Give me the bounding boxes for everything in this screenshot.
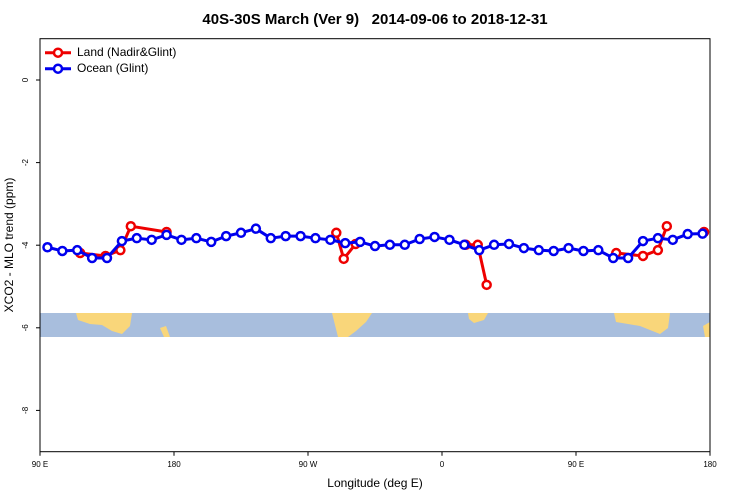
data-point <box>384 239 396 251</box>
data-point <box>622 252 634 264</box>
data-point <box>369 240 381 252</box>
data-point <box>115 244 126 256</box>
legend-marker <box>52 63 64 74</box>
data-point <box>607 252 619 264</box>
chart-title: 40S-30S March (Ver 9) 2014-09-06 to 2018… <box>202 11 547 28</box>
y-axis-label: XCO2 - MLO trend (ppm) <box>2 178 16 313</box>
data-point <box>429 231 440 243</box>
data-point <box>125 220 137 232</box>
data-point <box>176 234 187 246</box>
legend-marker <box>52 47 64 58</box>
data-point <box>652 232 664 244</box>
data-point <box>338 253 349 265</box>
data-point <box>563 242 574 254</box>
x-tick-label: 0 <box>440 460 445 469</box>
data-point <box>697 228 708 239</box>
x-tick-label: 90 E <box>568 460 584 469</box>
data-point <box>86 252 98 264</box>
data-point <box>131 232 143 244</box>
legend-label: Land (Nadir&Glint) <box>77 45 176 59</box>
data-point <box>637 235 649 247</box>
y-tick-label: 0 <box>21 77 30 82</box>
map-strip <box>40 313 710 337</box>
data-point <box>661 220 673 232</box>
data-point <box>354 236 366 248</box>
data-point <box>667 234 679 246</box>
data-point <box>548 245 559 257</box>
y-tick-label: -4 <box>21 241 30 249</box>
y-tick-label: -8 <box>21 406 30 414</box>
data-point <box>205 236 217 248</box>
data-point <box>116 235 128 247</box>
x-tick-label: 90 W <box>299 460 318 469</box>
data-point <box>444 234 455 246</box>
data-point <box>42 242 53 253</box>
data-point <box>578 245 589 257</box>
data-point <box>481 279 492 291</box>
data-point <box>310 232 321 244</box>
x-tick-label: 180 <box>703 460 717 469</box>
data-point <box>265 232 277 244</box>
data-point <box>220 230 232 242</box>
data-point <box>652 244 664 256</box>
x-axis-label: Longitude (deg E) <box>327 476 422 490</box>
data-point <box>682 228 693 240</box>
data-point <box>339 237 351 249</box>
y-tick-label: -6 <box>21 324 30 332</box>
data-point <box>503 238 515 250</box>
data-point <box>250 223 262 234</box>
data-point <box>71 244 83 256</box>
legend-label: Ocean (Glint) <box>77 61 148 75</box>
data-point <box>488 239 500 251</box>
data-point <box>399 239 411 251</box>
x-tick-label: 90 E <box>32 460 48 469</box>
data-point <box>101 252 113 264</box>
x-tick-label: 180 <box>167 460 181 469</box>
data-point <box>473 244 485 256</box>
data-point <box>235 227 247 239</box>
data-point <box>57 245 68 257</box>
data-point <box>191 232 202 244</box>
data-point <box>295 230 306 242</box>
data-point <box>518 242 530 254</box>
data-point <box>280 230 291 242</box>
data-point <box>325 234 336 246</box>
y-tick-label: -2 <box>21 158 30 166</box>
data-point <box>459 239 470 251</box>
data-point <box>146 234 157 246</box>
data-point <box>533 244 545 256</box>
data-point <box>637 250 649 262</box>
data-point <box>331 227 342 239</box>
data-point <box>161 229 172 241</box>
data-point <box>414 233 425 245</box>
data-point <box>593 244 604 256</box>
